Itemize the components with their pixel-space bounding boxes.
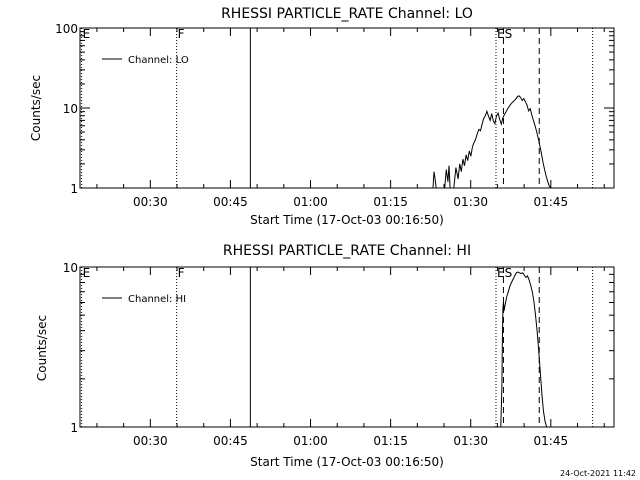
series-line bbox=[432, 95, 552, 189]
chart-title: RHESSI PARTICLE_RATE Channel: LO bbox=[221, 6, 473, 22]
series-line bbox=[500, 271, 548, 428]
x-tick-label: 01:15 bbox=[373, 434, 408, 448]
y-axis-label: Counts/sec bbox=[29, 75, 43, 141]
legend-label: Channel: HI bbox=[128, 294, 186, 305]
y-tick-label: 10 bbox=[63, 102, 78, 116]
x-tick-label: 01:45 bbox=[534, 195, 569, 209]
y-tick-label: 10 bbox=[63, 261, 78, 275]
x-tick-label: 01:30 bbox=[453, 195, 488, 209]
panel-lo: RHESSI PARTICLE_RATE Channel: LO Counts/… bbox=[29, 6, 615, 227]
y-axis-label: Counts/sec bbox=[35, 315, 49, 381]
x-axis-label: Start Time (17-Oct-03 00:16:50) bbox=[250, 213, 444, 227]
x-tick-label: 01:00 bbox=[293, 434, 328, 448]
x-axis-label: Start Time (17-Oct-03 00:16:50) bbox=[250, 455, 444, 469]
event-marker-label: F bbox=[178, 27, 185, 41]
event-marker-label: E bbox=[83, 27, 91, 41]
x-tick-label: 00:30 bbox=[133, 195, 168, 209]
y-tick-label: 1 bbox=[70, 421, 78, 435]
x-tick-label: 01:30 bbox=[453, 434, 488, 448]
event-marker-label: ES bbox=[497, 27, 512, 41]
plot-frame bbox=[79, 266, 615, 428]
y-tick-label: 1 bbox=[70, 182, 78, 196]
x-tick-label: 00:45 bbox=[213, 195, 248, 209]
x-tick-label: 01:45 bbox=[534, 434, 569, 448]
event-marker-label: ES bbox=[497, 266, 512, 280]
x-tick-label: 01:00 bbox=[293, 195, 328, 209]
legend-label: Channel: LO bbox=[128, 55, 189, 66]
x-tick-label: 00:30 bbox=[133, 434, 168, 448]
x-tick-label: 00:45 bbox=[213, 434, 248, 448]
panel-hi: RHESSI PARTICLE_RATE Channel: HI Counts/… bbox=[35, 243, 615, 469]
chart-title: RHESSI PARTICLE_RATE Channel: HI bbox=[223, 243, 471, 259]
y-tick-label: 100 bbox=[55, 22, 78, 36]
timestamp-footer: 24-Oct-2021 11:42 bbox=[560, 469, 636, 478]
x-tick-label: 01:15 bbox=[373, 195, 408, 209]
plot-frame bbox=[79, 27, 615, 189]
event-marker-label: E bbox=[83, 266, 91, 280]
event-marker-label: F bbox=[178, 266, 185, 280]
